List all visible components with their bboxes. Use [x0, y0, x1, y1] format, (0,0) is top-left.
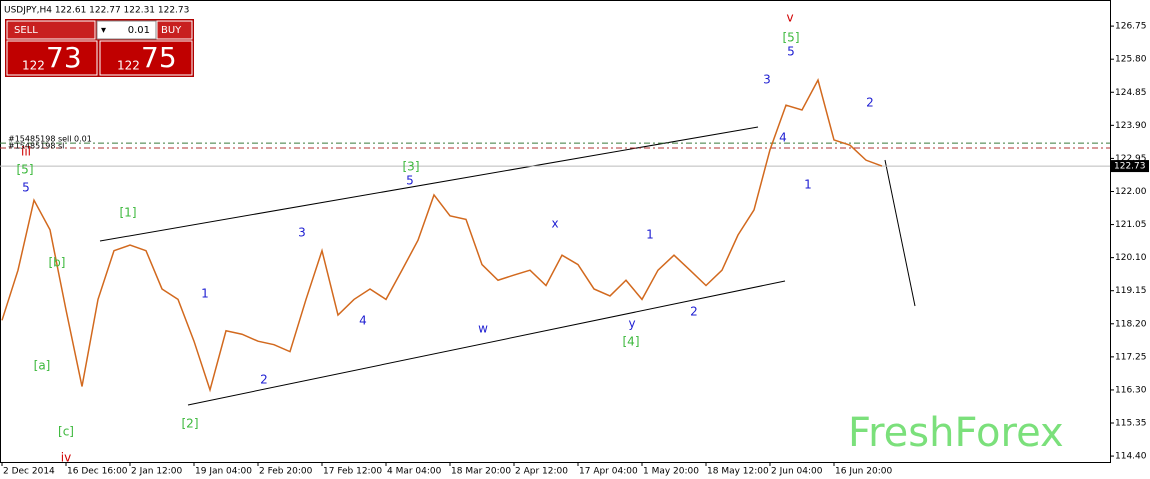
trade-panel: SELL ▾ 0.01 BUY 122 73 122 75 [5, 19, 194, 77]
bid-small: 73 [46, 41, 82, 74]
ask-box[interactable] [99, 40, 193, 76]
wave-label: [5] [17, 163, 34, 177]
wave-label: x [551, 217, 558, 231]
wave-label: [3] [403, 160, 420, 174]
wave-label: y [628, 317, 635, 331]
y-tick-label: 119.15 [1115, 286, 1147, 296]
current-price-box [1111, 160, 1149, 173]
y-tick-label: 118.20 [1115, 319, 1147, 329]
y-tick-label: 123.90 [1115, 121, 1147, 131]
wave-label: 2 [260, 373, 268, 387]
symbol-info: USDJPY,H4 122.61 122.77 122.31 122.73 [4, 6, 189, 16]
wave-label: 5 [787, 45, 795, 59]
x-tick-label: 2 Jun 04:00 [771, 467, 823, 477]
x-tick-label: 17 Feb 12:00 [323, 467, 382, 477]
x-tick-label: 16 Jun 20:00 [835, 467, 892, 477]
buy-label: BUY [161, 25, 182, 36]
bid-big: 122 [22, 59, 45, 73]
x-tick-label: 4 Mar 04:00 [387, 467, 442, 477]
y-tick-label: 121.05 [1115, 220, 1147, 230]
y-tick-label: 117.25 [1115, 352, 1147, 362]
wave-label: 2 [690, 305, 698, 319]
y-tick-label: 126.75 [1115, 22, 1147, 32]
ask-big: 122 [117, 59, 140, 73]
wave-label: 1 [201, 287, 209, 301]
wave-label: 4 [359, 314, 367, 328]
wave-label: 5 [22, 181, 30, 195]
sell-button[interactable] [6, 20, 96, 40]
y-tick-label: 122.00 [1115, 187, 1147, 197]
x-tick-label: 2 Apr 12:00 [515, 467, 568, 477]
wave-label: [a] [34, 359, 51, 373]
wave-label: 2 [866, 96, 874, 110]
y-tick-label: 114.40 [1115, 452, 1147, 462]
x-tick-label: 19 Jan 04:00 [195, 467, 252, 477]
x-tick-label: 17 Apr 04:00 [579, 467, 638, 477]
wave-label: 3 [298, 226, 306, 240]
wave-label: iii [21, 145, 31, 159]
sell-label: SELL [14, 25, 38, 36]
wave-label: 4 [779, 131, 787, 145]
wave-label: [2] [182, 417, 199, 431]
channel-line [187, 280, 786, 406]
price-line [1, 78, 883, 393]
projection-line [884, 159, 916, 307]
lot-arrow: ▾ [101, 25, 106, 36]
y-tick-label: 115.35 [1115, 419, 1147, 429]
y-tick-label: 122.95 [1115, 154, 1147, 164]
wave-label: iv [61, 451, 71, 465]
y-tick-label: 116.30 [1115, 385, 1147, 395]
x-tick-label: 2 Dec 2014 [3, 467, 55, 477]
ask-small: 75 [141, 41, 177, 74]
wave-label: 1 [646, 228, 654, 242]
wave-label: [5] [783, 31, 800, 45]
x-tick-label: 2 Jan 12:00 [131, 467, 183, 477]
x-tick-label: 16 Dec 16:00 [67, 467, 128, 477]
wave-label: [c] [58, 425, 74, 439]
y-tick-label: 124.85 [1115, 88, 1147, 98]
wave-label: 1 [804, 178, 812, 192]
y-tick-label: 125.80 [1115, 55, 1147, 65]
wave-label: [1] [120, 206, 137, 220]
x-tick-label: 18 May 12:00 [707, 467, 769, 477]
wave-label: [b] [49, 256, 66, 270]
order-label: #15485198 sl [8, 141, 64, 150]
order-label: #15485198 sell 0.01 [8, 135, 92, 144]
watermark: FreshForex [848, 410, 1064, 456]
wave-label: 5 [406, 174, 414, 188]
channel-line [99, 126, 759, 242]
y-tick-label: 120.10 [1115, 253, 1147, 263]
current-price-label: 122.73 [1114, 162, 1146, 172]
buy-button[interactable] [156, 20, 193, 40]
wave-label: w [478, 322, 488, 336]
wave-label: [4] [623, 335, 640, 349]
lot-input[interactable] [96, 20, 157, 40]
plot-frame [0, 0, 1111, 463]
x-tick-label: 18 Mar 20:00 [451, 467, 511, 477]
x-tick-label: 2 Feb 20:00 [259, 467, 313, 477]
wave-label: 3 [763, 73, 771, 87]
wave-label: v [786, 11, 793, 25]
x-tick-label: 1 May 20:00 [643, 467, 699, 477]
bid-box[interactable] [6, 40, 98, 76]
lot-value: 0.01 [128, 25, 150, 36]
